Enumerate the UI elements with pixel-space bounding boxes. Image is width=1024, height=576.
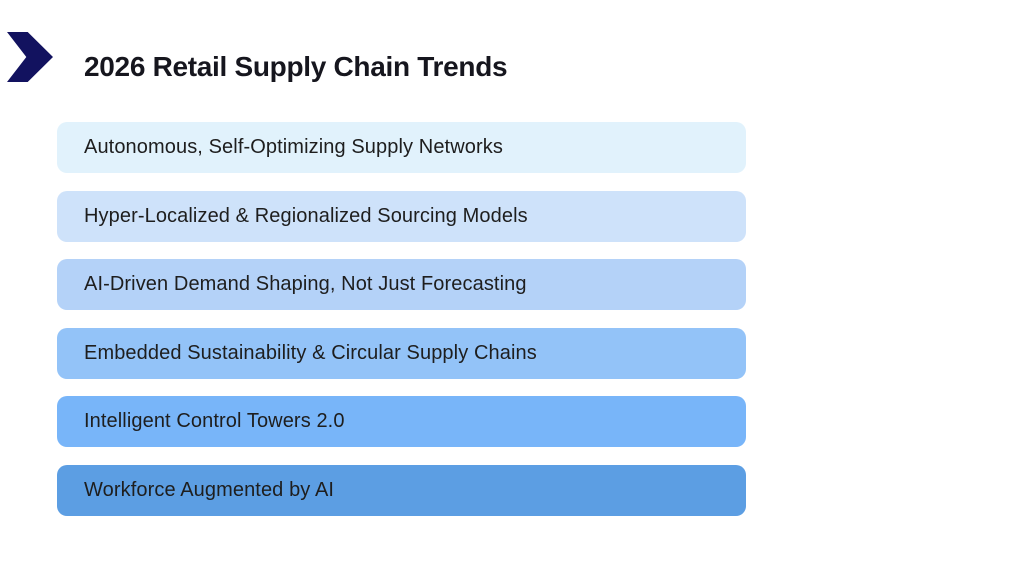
list-item-label: AI-Driven Demand Shaping, Not Just Forec… (84, 273, 527, 295)
list-item: Autonomous, Self-Optimizing Supply Netwo… (57, 122, 746, 173)
list-item: Embedded Sustainability & Circular Suppl… (57, 327, 746, 379)
list-item-label: Hyper-Localized & Regionalized Sourcing … (84, 204, 528, 227)
list-item: Workforce Augmented by AI (57, 464, 746, 516)
trend-list: Autonomous, Self-Optimizing Supply Netwo… (57, 122, 746, 516)
slide-header: 2026 Retail Supply Chain Trends (0, 0, 1024, 100)
list-item-label: Embedded Sustainability & Circular Suppl… (84, 341, 537, 364)
list-item: Intelligent Control Towers 2.0 (57, 396, 746, 447)
list-item-label: Autonomous, Self-Optimizing Supply Netwo… (84, 136, 503, 158)
chevron-right-icon (7, 32, 53, 82)
list-item: AI-Driven Demand Shaping, Not Just Forec… (57, 259, 746, 310)
list-item-label: Intelligent Control Towers 2.0 (84, 410, 345, 432)
list-item-label: Workforce Augmented by AI (84, 478, 335, 501)
list-item: Hyper-Localized & Regionalized Sourcing … (57, 190, 746, 242)
page-title: 2026 Retail Supply Chain Trends (84, 51, 508, 82)
